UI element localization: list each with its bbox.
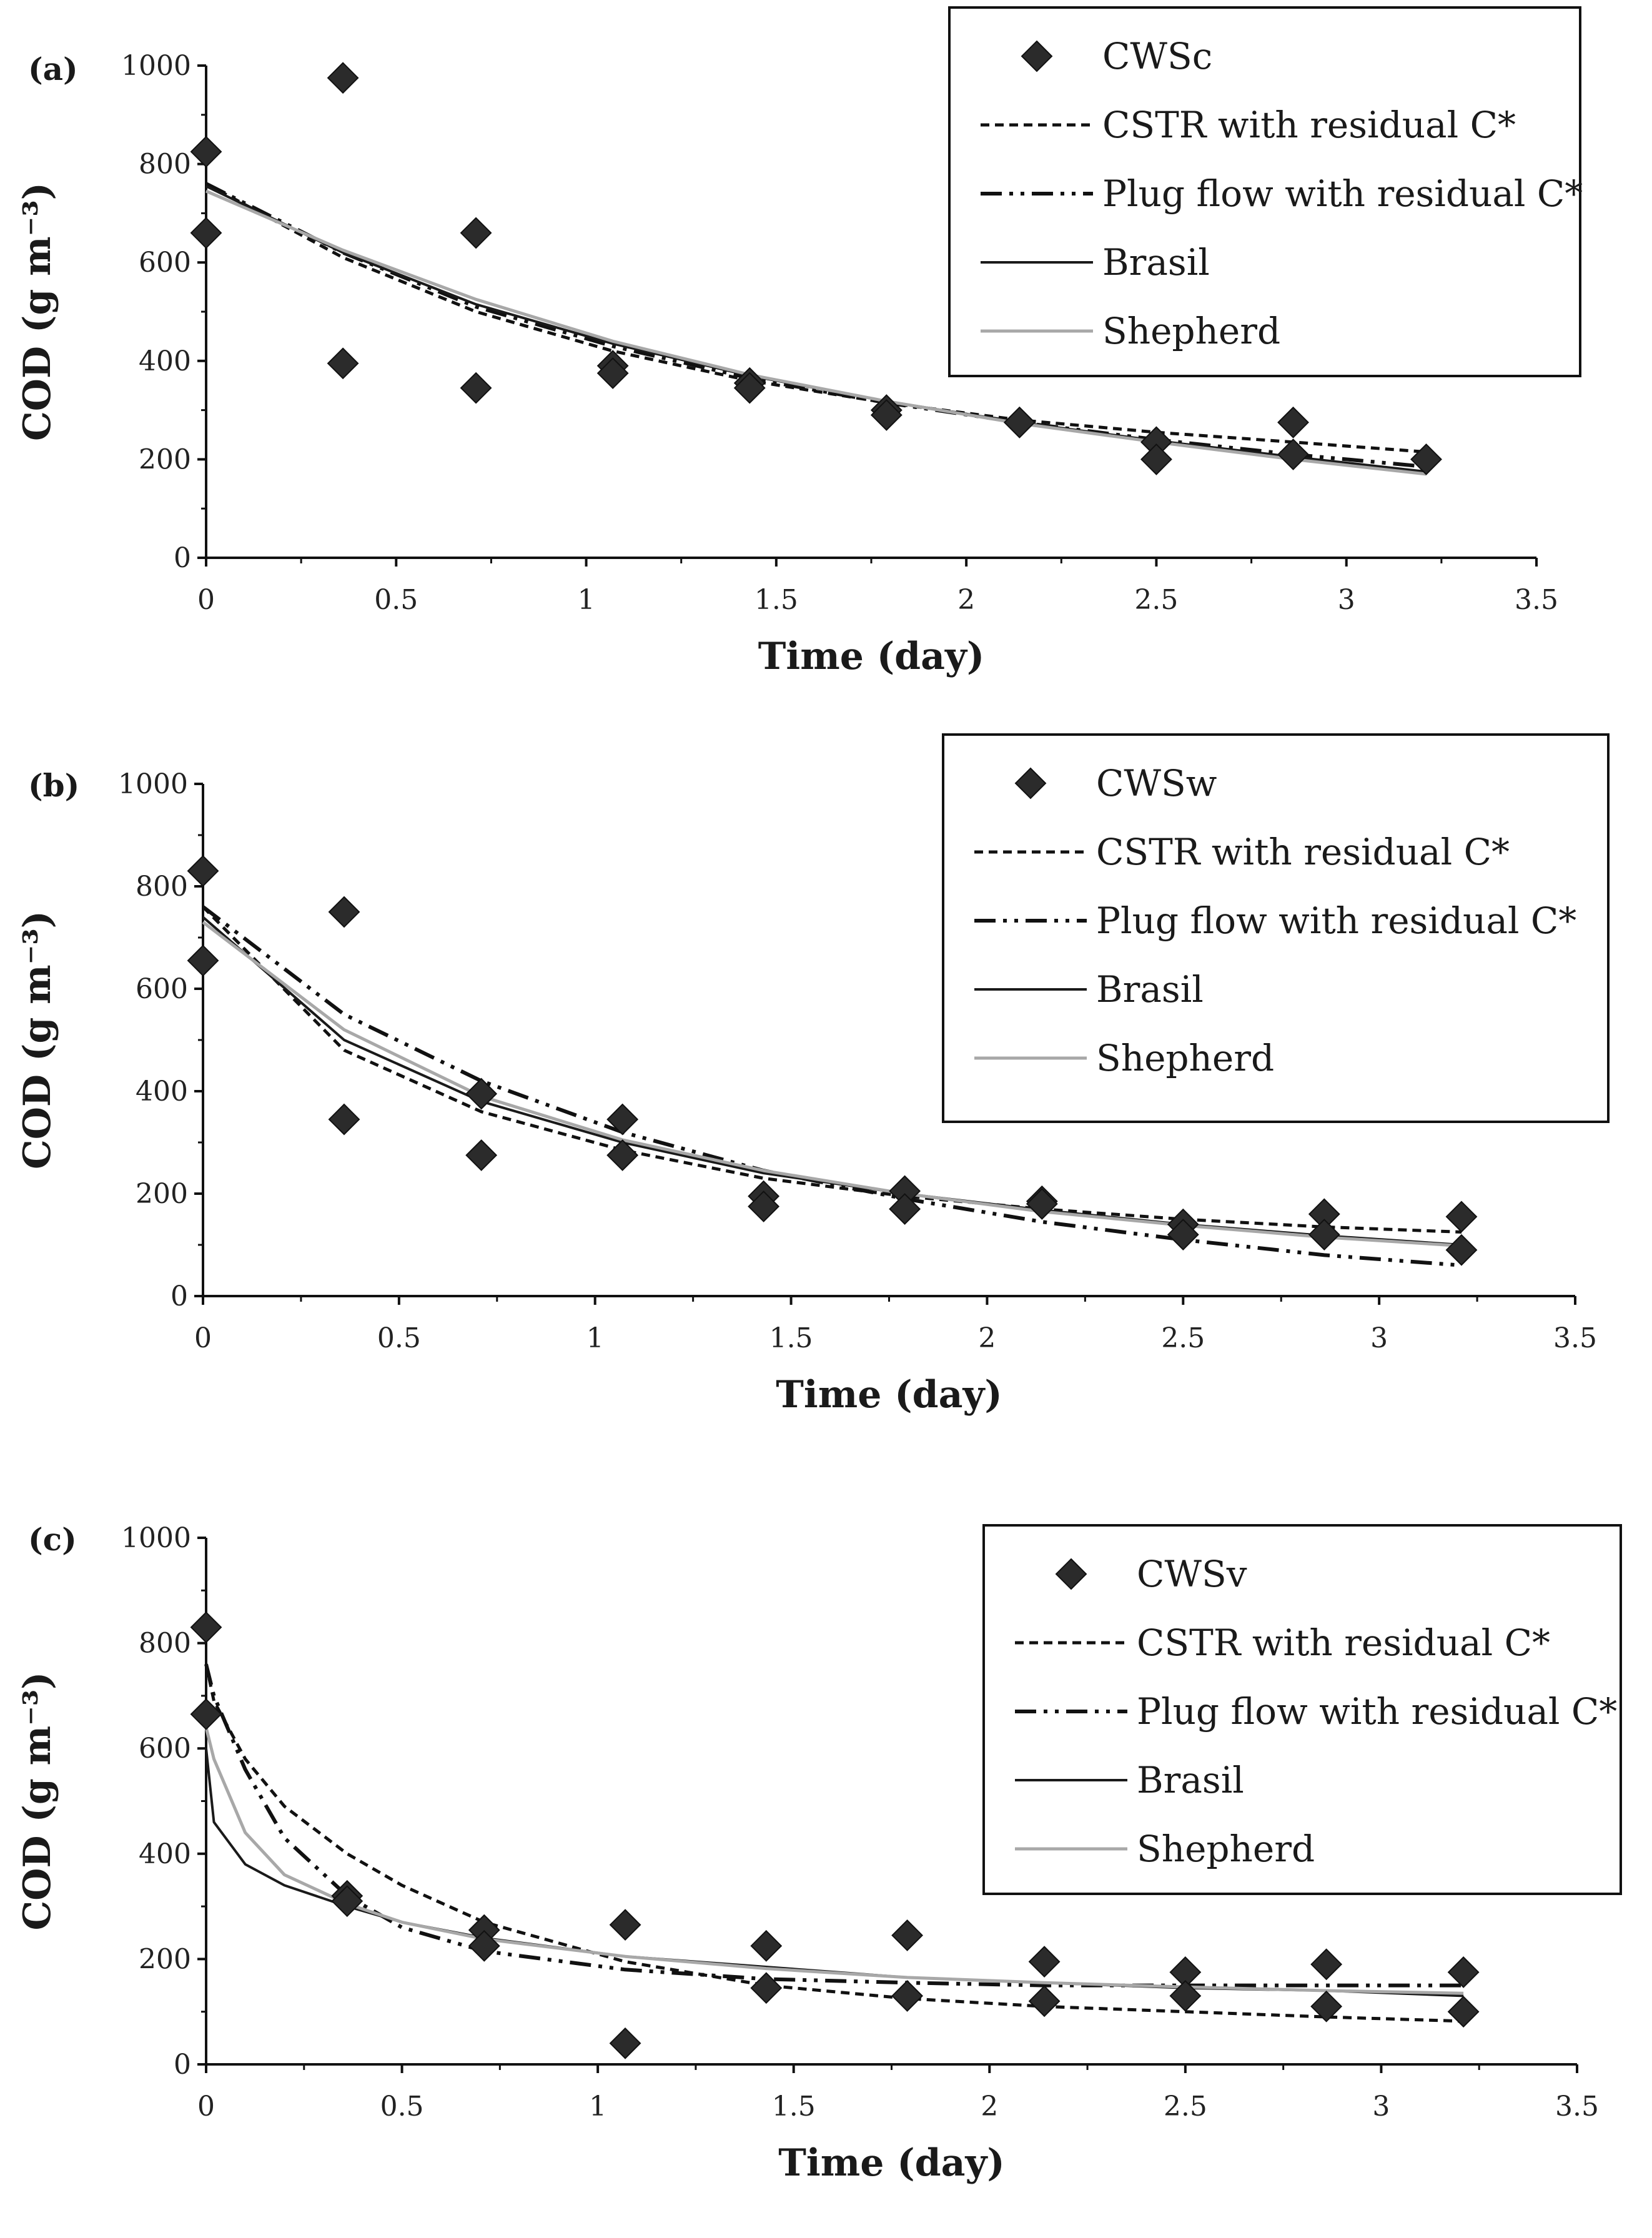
y-tick-label: 200: [136, 1178, 188, 1210]
y-axis-title: COD (g m⁻³): [16, 182, 59, 441]
y-tick-label: 800: [139, 1628, 191, 1660]
legend-label: Plug flow with residual C*: [1096, 899, 1576, 942]
series-line: [202, 906, 1462, 1234]
x-tick-label: 0.5: [377, 1322, 421, 1354]
x-tick-label: 3: [1372, 2091, 1390, 2122]
legend-label: CWSw: [1096, 762, 1217, 805]
x-tick-label: 3: [1338, 584, 1355, 616]
series-line: [205, 182, 1427, 454]
x-axis-title: Time (day): [778, 2141, 1004, 2185]
x-tick-label: 1.5: [754, 584, 798, 616]
x-tick-label: 2.5: [1164, 2091, 1207, 2122]
y-tick-label: 200: [139, 1943, 191, 1975]
x-tick-label: 2.5: [1161, 1322, 1205, 1354]
legend-label: CSTR with residual C*: [1102, 104, 1516, 146]
legend-label: Brasil: [1102, 241, 1210, 284]
x-tick-label: 3: [1370, 1322, 1388, 1354]
y-tick-label: 600: [136, 973, 188, 1005]
legend-label: Brasil: [1137, 1759, 1244, 1801]
legend-label: CSTR with residual C*: [1137, 1622, 1550, 1664]
x-tick-label: 0: [197, 2091, 215, 2122]
series-line: [204, 1663, 1464, 2023]
legend-label: Shepherd: [1096, 1037, 1274, 1079]
y-tick-label: 0: [174, 2049, 191, 2081]
chart-panel-2: 0 200 400 600 800 1000 0 0.5 1 1.5 2 2.5 3 3.5 Time (d…: [16, 733, 1610, 1417]
x-tick-label: 1: [589, 2091, 606, 2122]
y-tick-label: 800: [139, 149, 191, 181]
series-line: [202, 921, 1462, 1248]
legend: CWSc CSTR with residual C* Plug flow with …: [948, 6, 1583, 377]
x-tick-label: 3.5: [1515, 584, 1558, 616]
x-axis-title: Time (day): [758, 635, 984, 678]
legend-label: Shepherd: [1102, 310, 1280, 352]
legend-label: CWSv: [1137, 1553, 1247, 1595]
chart-panel-3: 0 200 400 600 800 1000 0 0.5 1 1.5 2 2.5 3 3.5 Time (d…: [16, 1521, 1622, 2185]
legend-label: CSTR with residual C*: [1096, 831, 1510, 873]
legend-label: Brasil: [1096, 968, 1204, 1011]
y-tick-label: 600: [139, 1733, 191, 1765]
y-tick-label: 0: [171, 1280, 188, 1312]
x-tick-label: 1: [586, 1322, 604, 1354]
x-tick-label: 1.5: [772, 2091, 816, 2122]
series-line: [205, 189, 1427, 476]
x-tick-label: 3.5: [1553, 1322, 1597, 1354]
x-tick-label: 2.5: [1134, 584, 1178, 616]
x-tick-label: 1: [578, 584, 595, 616]
legend-box: [948, 6, 1581, 377]
chart-panel-1: 0 200 400 600 800 1000 0 0.5 1 1.5 2 2.5 3 3.5 Time (d…: [16, 6, 1583, 678]
y-axis-title: COD (g m⁻³): [16, 911, 59, 1169]
y-tick-label: 0: [174, 542, 191, 574]
y-tick-label: 200: [139, 443, 191, 475]
legend: CWSv CSTR with residual C* Plug flow with …: [982, 1524, 1622, 1895]
y-tick-label: 400: [139, 345, 191, 377]
y-tick-label: 400: [139, 1838, 191, 1870]
panel-label: (a): [28, 51, 78, 87]
series-line: [204, 1726, 1464, 1995]
x-tick-label: 0.5: [374, 584, 418, 616]
x-tick-label: 3.5: [1555, 2091, 1599, 2122]
legend: CWSw CSTR with residual C* Plug flow with …: [942, 733, 1610, 1123]
y-tick-label: 600: [139, 247, 191, 279]
legend-label: Plug flow with residual C*: [1137, 1690, 1617, 1733]
x-tick-label: 0.5: [380, 2091, 424, 2122]
x-tick-label: 2: [957, 584, 975, 616]
legend-label: Shepherd: [1137, 1828, 1315, 1870]
y-tick-label: 1000: [121, 1522, 191, 1554]
y-tick-label: 800: [136, 871, 188, 903]
legend-label: Plug flow with residual C*: [1102, 172, 1583, 215]
y-tick-label: 400: [136, 1076, 188, 1107]
y-axis-title: COD (g m⁻³): [16, 1672, 59, 1931]
x-tick-label: 2: [981, 2091, 998, 2122]
panel-label: (c): [28, 1521, 77, 1558]
y-tick-label: 1000: [118, 768, 188, 800]
x-tick-label: 0: [197, 584, 215, 616]
x-axis-title: Time (day): [776, 1373, 1002, 1417]
x-tick-label: 2: [978, 1322, 996, 1354]
panel-label: (b): [28, 767, 79, 804]
y-tick-label: 1000: [121, 50, 191, 82]
x-tick-label: 0: [194, 1322, 212, 1354]
x-tick-label: 1.5: [769, 1322, 813, 1354]
legend-label: CWSc: [1102, 35, 1212, 77]
legend-box: [982, 1524, 1622, 1895]
